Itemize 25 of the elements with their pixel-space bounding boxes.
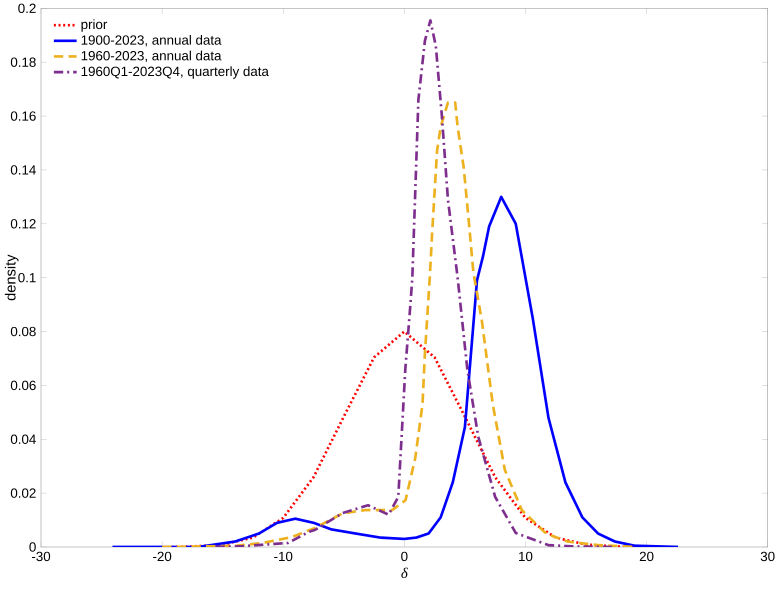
y-tick-label: 0.04 [10, 434, 36, 444]
x-tick-label: -20 [153, 552, 172, 562]
y-tick-label: 0.14 [10, 165, 36, 175]
y-tick-label: 0.06 [10, 380, 36, 390]
y-tick-label: 0.2 [18, 4, 36, 14]
y-axis-title: density [4, 254, 18, 300]
y-tick-label: 0.08 [10, 326, 36, 336]
x-tick-label: 0 [401, 552, 408, 562]
x-tick-label: -30 [32, 552, 50, 562]
x-tick-label: 10 [519, 552, 532, 562]
x-tick-label: 30 [760, 552, 775, 562]
y-tick-label: 0 [29, 542, 36, 552]
legend-label: 1960Q1-2023Q4, quarterly data [82, 66, 269, 79]
y-tick-label: 0.18 [10, 57, 36, 67]
line-series [111, 196, 680, 548]
legend-label: 1960-2023, annual data [82, 50, 222, 62]
y-tick-label: 0.16 [10, 111, 36, 121]
x-tick-label: 20 [640, 552, 654, 562]
y-tick-label: 0.02 [10, 488, 36, 498]
legend-label: prior [81, 19, 108, 32]
y-tick-label: 0.1 [18, 272, 36, 282]
legend-label: 1900-2023, annual data [82, 34, 222, 46]
y-tick-label: 0.12 [10, 219, 36, 229]
x-axis-title: δ [401, 568, 408, 578]
x-tick-label: -10 [274, 552, 292, 562]
